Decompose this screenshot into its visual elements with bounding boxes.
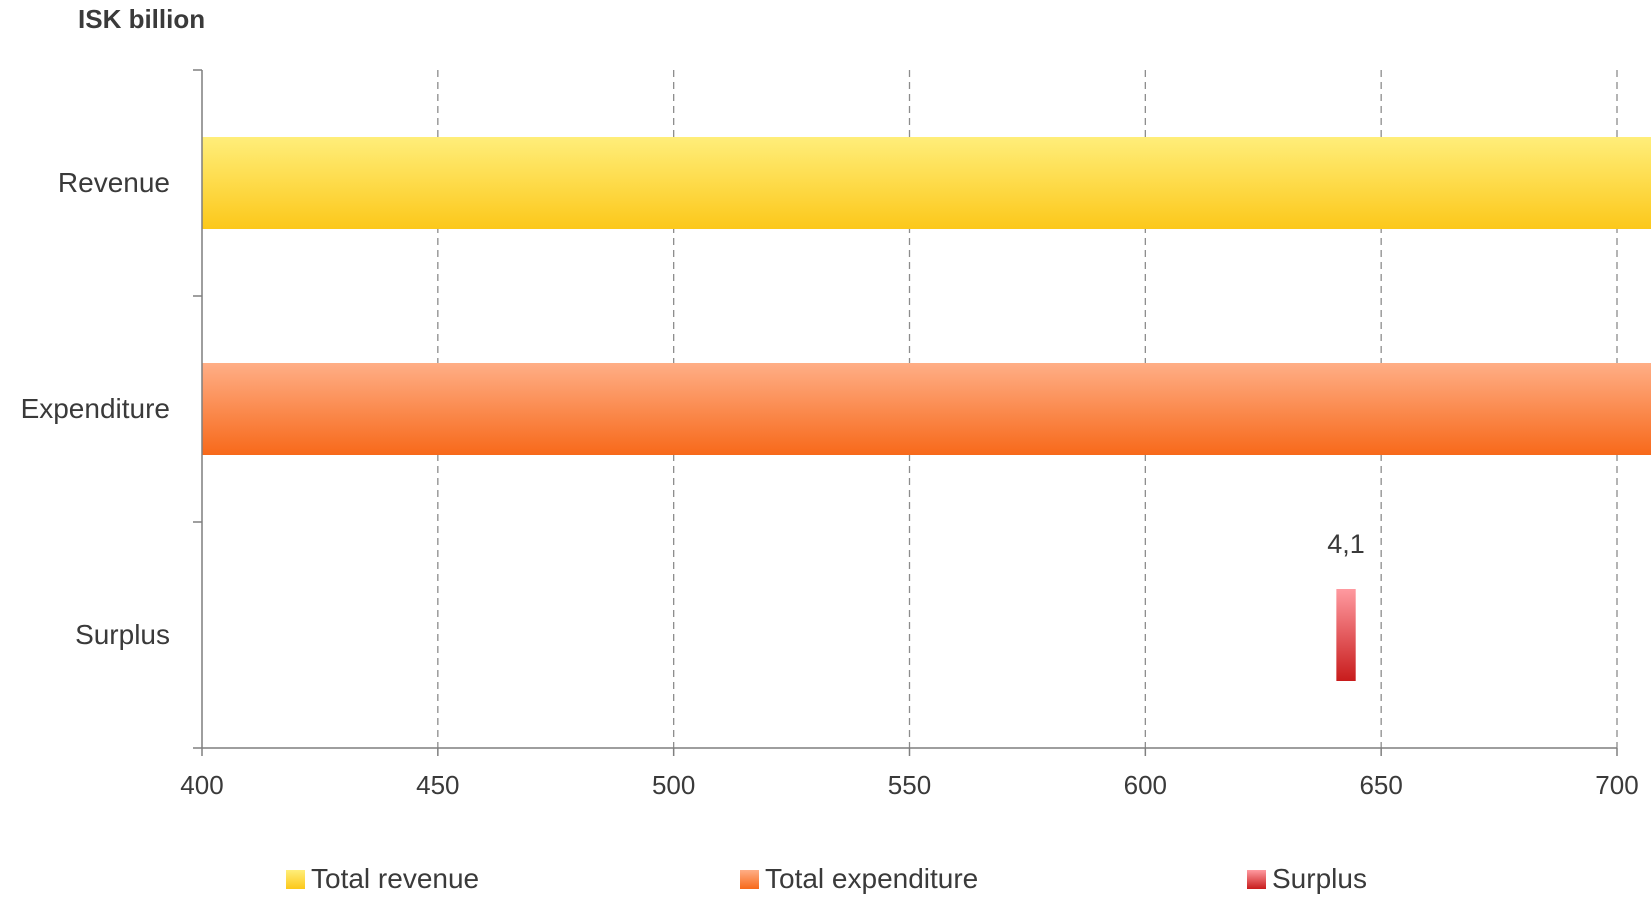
legend-label-total-expenditure: Total expenditure	[765, 863, 979, 894]
legend-swatch-total-expenditure	[740, 869, 759, 889]
bar-total-revenue	[202, 137, 1651, 229]
legend-swatch-surplus	[1247, 869, 1266, 889]
legend-item-total-revenue: Total revenue	[286, 863, 479, 895]
legend-label-surplus: Surplus	[1272, 863, 1367, 894]
axes: 400 450 500 550 600 650 700 Revenue Expenditure S…	[21, 69, 1639, 800]
bar-total-expenditure	[202, 363, 1651, 455]
x-tick-label-400: 400	[180, 770, 223, 800]
legend-item-total-expenditure: Total expenditure	[740, 863, 978, 895]
x-tick-label-500: 500	[652, 770, 695, 800]
x-tick-label-450: 450	[416, 770, 459, 800]
legend-label-total-revenue: Total revenue	[311, 863, 480, 894]
legend-item-surplus: Surplus	[1247, 863, 1367, 895]
x-tick-label-550: 550	[888, 770, 931, 800]
x-tick-label-600: 600	[1124, 770, 1167, 800]
category-label-expenditure: Expenditure	[21, 393, 170, 424]
category-label-revenue: Revenue	[58, 167, 170, 198]
x-tick-label-700: 700	[1595, 770, 1638, 800]
bars	[202, 137, 1651, 681]
labels: 644,5640,54,1	[1327, 529, 1365, 559]
x-tick-label-650: 650	[1359, 770, 1402, 800]
data-label-surplus: 4,1	[1327, 529, 1365, 559]
category-label-surplus: Surplus	[75, 619, 170, 650]
legend-swatch-total-revenue	[286, 869, 305, 889]
unit-label: ISK billion	[78, 4, 206, 34]
bar-surplus	[1336, 589, 1356, 681]
